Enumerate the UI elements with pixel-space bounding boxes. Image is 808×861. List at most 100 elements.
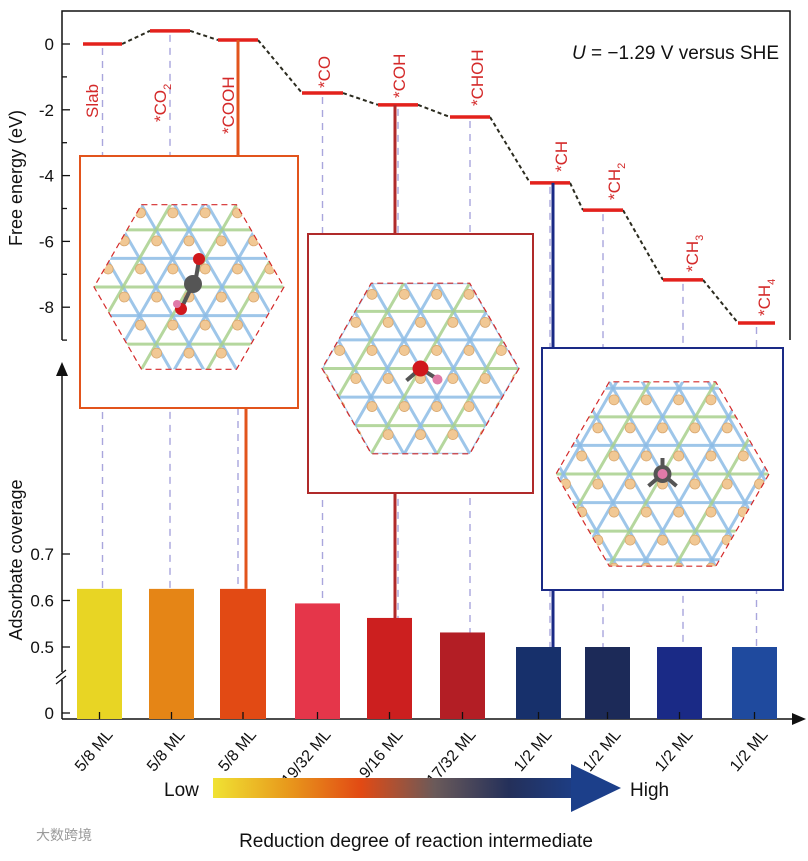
y-tick-label: -6 <box>39 232 54 251</box>
coverage-bar <box>516 647 561 719</box>
step-label-name: *CH <box>755 285 774 316</box>
step-label-name: *CH <box>552 141 571 172</box>
y-tick-label: 0 <box>45 704 54 723</box>
step-label: *CHOH <box>468 49 487 106</box>
molecule-cooh <box>173 253 205 315</box>
lattice-bond <box>556 381 740 567</box>
adsorbed-atom <box>398 288 410 300</box>
y-tick-label: -4 <box>39 167 54 186</box>
adsorbed-atom <box>199 319 211 331</box>
adsorbed-atom <box>415 316 426 328</box>
adsorbed-atom <box>431 401 443 412</box>
step-label-name: *CO <box>315 56 334 88</box>
adsorbed-atom <box>382 316 394 328</box>
annotation-text: = −1.29 V versus SHE <box>586 43 779 64</box>
lattice-bond <box>556 381 690 567</box>
oxygen-atom <box>193 253 205 265</box>
legend-caption: Reduction degree of reaction intermediat… <box>239 831 593 852</box>
adsorbed-atom <box>183 347 195 359</box>
energy-path-segment <box>569 182 584 211</box>
oxygen-atom <box>412 360 429 377</box>
step-label-subscript: 3 <box>694 235 706 241</box>
coverage-bar <box>295 603 340 719</box>
free-energy-ylabel: Free energy (eV) <box>6 110 26 246</box>
unit-cell-outline <box>555 381 770 567</box>
lattice-bond <box>322 283 498 454</box>
energy-path-segment <box>342 92 379 106</box>
lattice-bond <box>322 283 498 454</box>
adsorbed-atom <box>447 373 459 384</box>
adsorbed-atom <box>689 534 701 546</box>
y-axis-arrow-icon <box>56 362 68 376</box>
adsorbed-atom <box>463 345 475 356</box>
adsorbed-atom <box>366 401 378 412</box>
adsorbed-atom <box>803 563 808 573</box>
unit-cell-outline <box>321 282 520 455</box>
adsorbed-atom <box>431 288 443 300</box>
adsorbed-atom <box>528 535 538 545</box>
adsorbed-atom <box>135 263 146 275</box>
step-label-subscript: 4 <box>766 279 778 285</box>
gradient-arrow-head <box>571 764 621 812</box>
adsorbed-atom <box>576 450 588 462</box>
step-label: *CH3 <box>683 235 706 272</box>
annotation-italic: U <box>572 43 586 64</box>
gradient-bar <box>213 778 583 798</box>
coverage-bar <box>77 588 122 719</box>
structure-insets <box>55 40 808 647</box>
adsorbed-atom <box>135 319 146 331</box>
lattice-bond <box>137 204 284 370</box>
potential-annotation: U = −1.29 V versus SHE <box>572 43 779 64</box>
energy-path-segment <box>257 39 303 94</box>
lattice-bond <box>322 283 473 454</box>
adsorbed-atom <box>479 316 491 328</box>
hydrogen-atom <box>173 300 181 308</box>
watermark: 大数跨境 <box>36 827 92 843</box>
lattice-bond <box>556 381 690 567</box>
cooh-inset <box>55 40 299 589</box>
legend-low: Low <box>164 780 199 801</box>
energy-path-segment <box>702 279 739 324</box>
unit-cell-outline <box>93 204 285 370</box>
adsorbed-atom <box>463 288 475 300</box>
coverage-bar <box>585 647 630 719</box>
step-label: *CH2 <box>605 163 628 200</box>
adsorbed-atom <box>657 534 668 546</box>
molecule-ch <box>647 458 678 488</box>
adsorbed-atom <box>167 207 179 219</box>
coverage-bar <box>440 632 485 719</box>
adsorbed-atom <box>787 479 797 489</box>
adsorbed-atom <box>55 292 65 302</box>
adsorbed-atom <box>608 450 620 462</box>
hydrogen-atom <box>657 469 668 479</box>
x-tick-label: 1/2 ML <box>727 727 772 775</box>
y-tick-label: -2 <box>39 101 54 120</box>
lattice-bond <box>112 204 284 370</box>
step-label: *COOH <box>219 76 238 134</box>
lattice-bond <box>343 283 519 454</box>
lattice-bond <box>112 204 284 370</box>
adsorbed-atom <box>167 319 179 331</box>
adsorbed-atom <box>673 506 685 518</box>
adsorbed-atom <box>495 345 507 356</box>
adsorbed-atom <box>803 451 808 461</box>
energy-path-segment <box>489 116 531 184</box>
adsorbed-atom <box>673 394 685 406</box>
adsorbed-atom <box>334 345 346 356</box>
step-label-subscript: 2 <box>616 163 628 169</box>
adsorbed-atom <box>366 288 378 300</box>
step-label-name: Slab <box>83 84 102 118</box>
adsorbed-atom <box>689 422 701 434</box>
x-axis-arrow-icon <box>792 713 806 725</box>
coh-inset <box>307 104 534 618</box>
adsorbed-atom <box>415 429 426 441</box>
adsorbed-atom <box>151 235 163 247</box>
step-label-name: *COOH <box>219 76 238 134</box>
adsorbed-atom <box>721 422 733 434</box>
adsorbed-atom <box>689 478 701 490</box>
adsorbed-atom <box>608 394 620 406</box>
lattice-bond <box>94 204 241 370</box>
lattice-bond <box>635 381 769 567</box>
adsorbed-atom <box>232 263 243 275</box>
